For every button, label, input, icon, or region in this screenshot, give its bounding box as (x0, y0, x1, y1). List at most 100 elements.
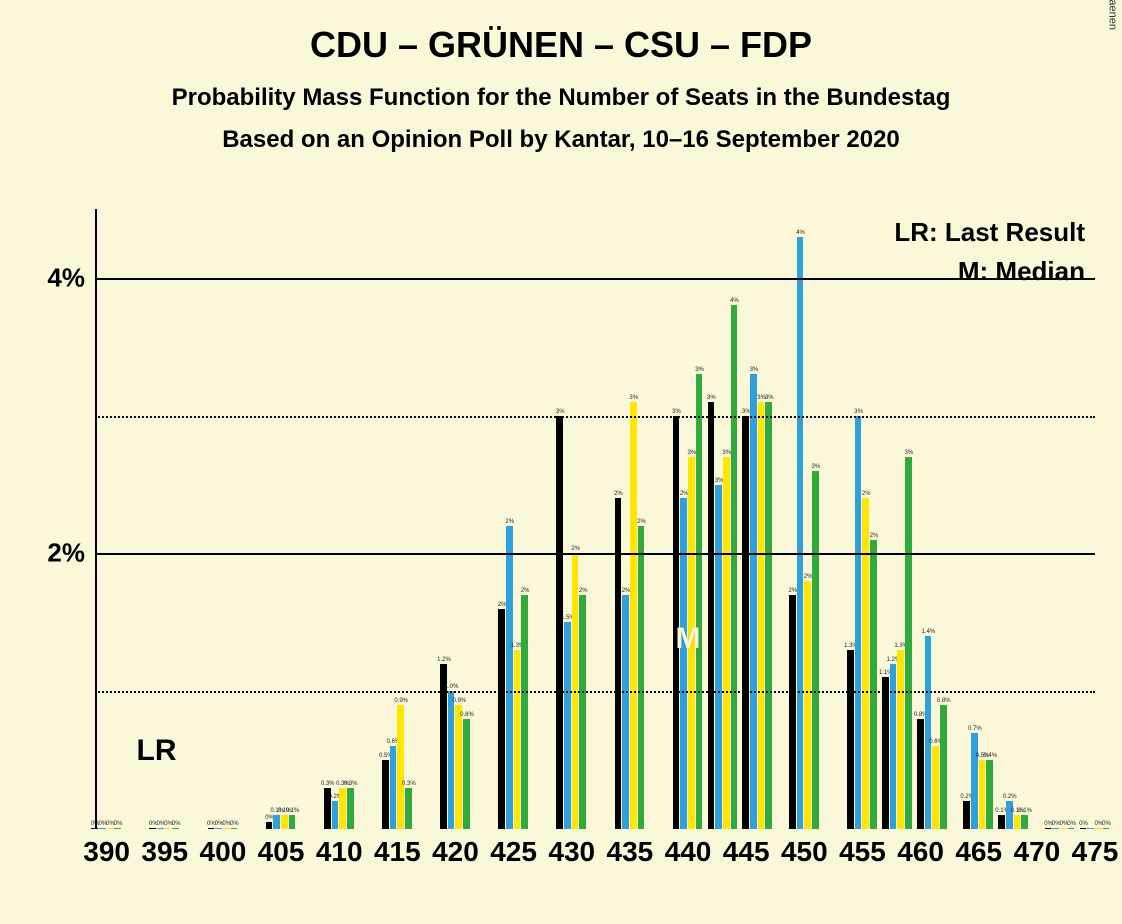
bar (638, 526, 645, 829)
gridline-minor (95, 691, 1095, 693)
bar-value-label: 0.4% (983, 753, 997, 759)
plot-area: LR: Last Result M: Median 0%0%0%0%0%0%0%… (95, 209, 1095, 829)
x-tick-label: 390 (83, 836, 130, 868)
bar (979, 760, 986, 829)
x-tick-label: 400 (200, 836, 247, 868)
bar (281, 815, 288, 829)
bar-value-label: 0.9% (394, 698, 408, 704)
bar (855, 416, 862, 829)
bar-value-label: 2% (870, 533, 879, 539)
bar (870, 540, 877, 829)
y-tick-label: 4% (47, 262, 85, 293)
bar (1095, 828, 1102, 830)
bar (521, 595, 528, 829)
bar (890, 664, 897, 829)
bar (715, 485, 722, 829)
bar-value-label: 2% (637, 519, 646, 525)
bar-value-label: 3% (750, 367, 759, 373)
bar-value-label: 3% (556, 409, 565, 415)
bar (172, 828, 179, 830)
x-tick-label: 430 (548, 836, 595, 868)
x-tick-label: 435 (607, 836, 654, 868)
bar-value-label: 1.0% (445, 684, 459, 690)
chart-source: Based on an Opinion Poll by Kantar, 10–1… (0, 126, 1122, 154)
bar-value-label: 0.8% (460, 712, 474, 718)
chart-title: CDU – GRÜNEN – CSU – FDP (0, 24, 1122, 66)
x-tick-label: 440 (665, 836, 712, 868)
x-tick-label: 410 (316, 836, 363, 868)
bar (114, 828, 121, 830)
bar-value-label: 0% (1102, 821, 1111, 827)
bar (463, 719, 470, 829)
bar (289, 815, 296, 829)
x-tick-label: 395 (141, 836, 188, 868)
bar (1014, 815, 1021, 829)
x-tick-label: 460 (897, 836, 944, 868)
bar (723, 457, 730, 829)
bar (455, 705, 462, 829)
bar (448, 691, 455, 829)
bar (273, 815, 280, 829)
bar (165, 828, 172, 830)
bars-layer: 0%0%0%0%0%0%0%0%0%0%0%0%0%0.1%0.1%0.1%0.… (95, 209, 1095, 829)
bar (897, 650, 904, 829)
bar-value-label: 0.3% (321, 781, 335, 787)
bar (622, 595, 629, 829)
gridline-minor (95, 416, 1095, 418)
bar (266, 822, 273, 829)
bar-value-label: 3% (854, 409, 863, 415)
bar-value-label: 2% (505, 519, 514, 525)
x-tick-label: 475 (1072, 836, 1119, 868)
bar (231, 828, 238, 830)
bar (514, 650, 521, 829)
bar (1087, 828, 1094, 830)
bar-value-label: 3% (695, 367, 704, 373)
x-tick-label: 415 (374, 836, 421, 868)
bar (157, 828, 164, 830)
x-tick-label: 450 (781, 836, 828, 868)
bar-value-label: 0% (172, 821, 181, 827)
bar (215, 828, 222, 830)
bar (99, 828, 106, 830)
x-tick-label: 465 (955, 836, 1002, 868)
bar-value-label: 0.2% (1003, 794, 1017, 800)
chart-subtitle: Probability Mass Function for the Number… (0, 84, 1122, 112)
bar (1080, 828, 1087, 830)
bar (758, 402, 765, 829)
bar (579, 595, 586, 829)
bar-value-label: 2% (579, 588, 588, 594)
x-tick-label: 420 (432, 836, 479, 868)
bar (750, 374, 757, 829)
bar-value-label: 4% (796, 230, 805, 236)
gridline-major (95, 278, 1095, 280)
x-tick-label: 455 (839, 836, 886, 868)
bar (149, 828, 156, 830)
bar (917, 719, 924, 829)
bar (998, 815, 1005, 829)
bar (862, 498, 869, 829)
bar (1021, 815, 1028, 829)
bar-value-label: 2% (571, 546, 580, 552)
median-marker: M (676, 622, 701, 656)
bar (1006, 801, 1013, 829)
bar (804, 581, 811, 829)
bar-value-label: 3% (672, 409, 681, 415)
bar (1060, 828, 1067, 830)
bar-value-label: 0% (230, 821, 239, 827)
bar (630, 402, 637, 829)
bar (556, 416, 563, 829)
bar (1045, 828, 1052, 830)
bar (708, 402, 715, 829)
bar-value-label: 0.9% (452, 698, 466, 704)
bar (847, 650, 854, 829)
bar (498, 609, 505, 829)
bar (382, 760, 389, 829)
bar (347, 788, 354, 829)
bar (971, 733, 978, 829)
bar-value-label: 3% (629, 395, 638, 401)
bar (339, 788, 346, 829)
copyright-text: © 2021 Filip van Laenen (1106, 0, 1118, 30)
bar (905, 457, 912, 829)
bar (615, 498, 622, 829)
bar (940, 705, 947, 829)
